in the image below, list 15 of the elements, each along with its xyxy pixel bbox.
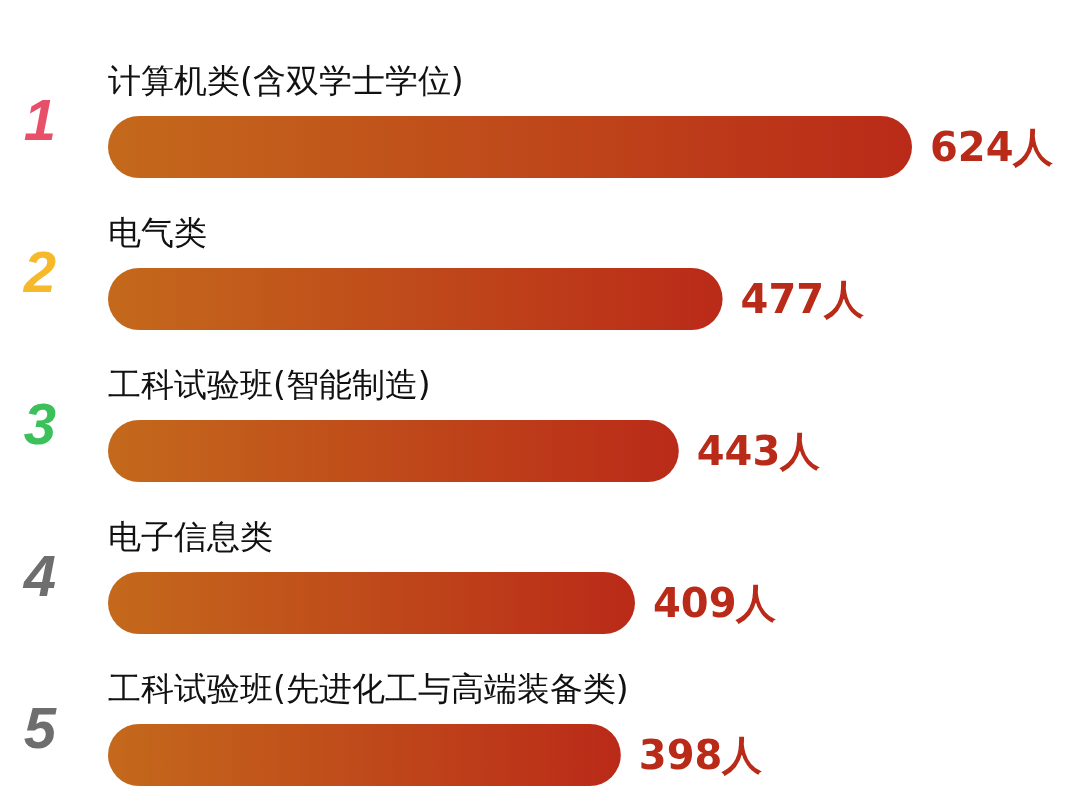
y-tick-label: 工科试验班(先进化工与高端装备类) xyxy=(108,669,629,708)
text: 5 xyxy=(23,695,57,760)
data-label: 624人 xyxy=(930,124,1055,170)
y-tick-label: 电气类 xyxy=(108,213,207,252)
data-label: 443人 xyxy=(696,428,822,474)
data-label: 398人 xyxy=(638,732,764,778)
y-tick-label: 计算机类(含双学士学位) xyxy=(108,61,464,100)
data-label: 477人 xyxy=(740,276,866,322)
data-label: 409人 xyxy=(652,580,778,626)
y-tick-label: 电子信息类 xyxy=(108,517,273,556)
text: 1 xyxy=(23,87,57,152)
text: 3 xyxy=(23,391,57,456)
y-tick-label: 工科试验班(智能制造) xyxy=(108,365,431,404)
text: 4 xyxy=(22,543,57,608)
text: 2 xyxy=(22,239,57,304)
